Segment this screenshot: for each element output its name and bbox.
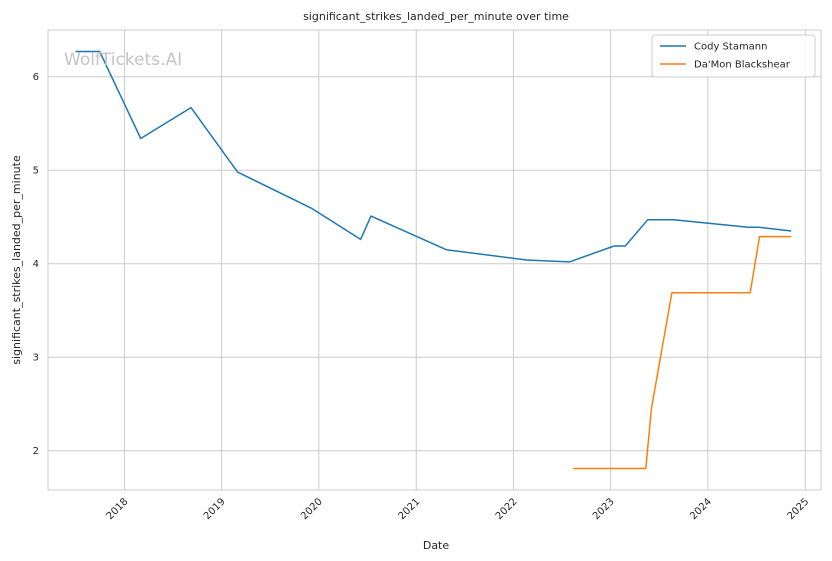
x-axis-label: Date: [423, 539, 450, 552]
y-axis-label: significant_strikes_landed_per_minute: [10, 155, 23, 365]
series-line-damon-blackshear: [573, 235, 792, 470]
legend-label: Cody Stamann: [694, 42, 768, 53]
watermark: WolfTickets.AI: [64, 50, 182, 70]
legend-box: [651, 34, 816, 78]
legend: Cody Stamann Da'Mon Blackshear: [651, 34, 816, 78]
y-tick-label: 4: [33, 259, 39, 270]
y-tick-labels: 2 3 4 5 6: [33, 72, 39, 457]
legend-label: Da'Mon Blackshear: [694, 60, 791, 71]
y-tick-label: 5: [33, 166, 39, 177]
series-layer: [75, 50, 792, 470]
y-tick-label: 6: [33, 72, 39, 83]
series-line-cody-stamann: [75, 50, 792, 263]
plot-frame: [47, 29, 822, 491]
grid-layer: [48, 30, 821, 490]
y-tick-label: 3: [33, 353, 39, 364]
chart-title: significant_strikes_landed_per_minute ov…: [303, 10, 569, 23]
y-tick-label: 2: [33, 446, 39, 457]
